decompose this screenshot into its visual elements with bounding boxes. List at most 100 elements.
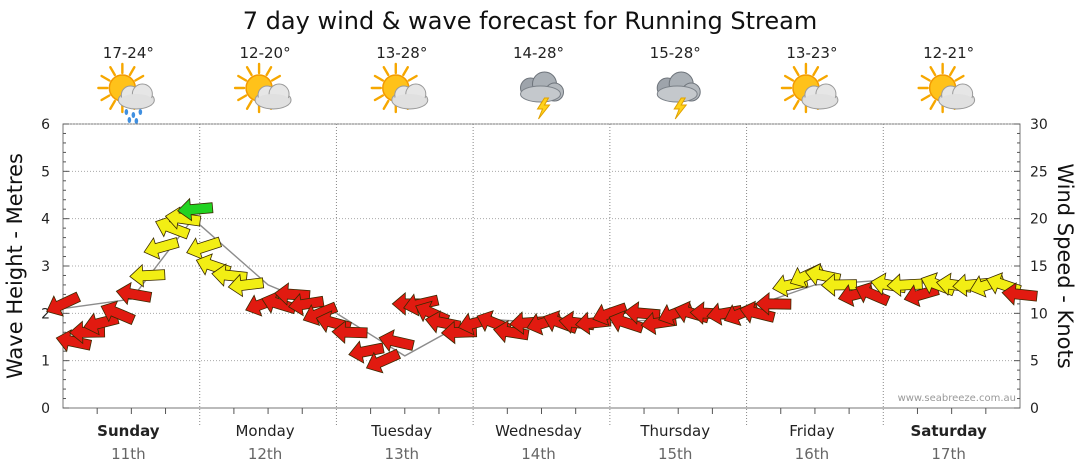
sun-cloud-rain-icon — [97, 62, 155, 124]
sun-ray — [237, 94, 248, 102]
lightning-icon — [536, 97, 551, 120]
day-labels: Sunday 11th Monday 12th Tuesday 13th Wednesday… — [97, 422, 987, 463]
wind-arrow — [164, 206, 202, 230]
rain-drop — [131, 112, 136, 118]
sun-ray — [100, 74, 111, 82]
cloud-icon — [117, 83, 155, 110]
wind-arrow — [1001, 282, 1038, 306]
rain-drop — [127, 117, 132, 123]
day-name-label: Sunday — [97, 422, 160, 440]
sun-ray — [783, 94, 795, 102]
right-axis-ticks: 0 5 10 15 20 25 30 — [1030, 117, 1048, 417]
wind-arrow — [143, 236, 180, 260]
right-axis-label: Wind Speed - Knots — [1053, 163, 1077, 368]
left-tick-label: 2 — [41, 306, 50, 322]
sun-ray — [382, 99, 390, 110]
credit-text: www.seabreeze.com.au — [898, 393, 1016, 404]
sun-ray — [402, 66, 409, 77]
sun-ray — [245, 66, 253, 77]
storm-cloud-icon — [520, 71, 564, 120]
right-tick-label: 15 — [1030, 259, 1048, 275]
sun-ray — [382, 66, 390, 77]
minor-ticks — [63, 123, 1020, 414]
sun-ray — [109, 66, 117, 77]
sun-ray — [948, 66, 956, 77]
wind-speed-series — [46, 197, 1038, 374]
right-tick-label: 5 — [1030, 354, 1039, 370]
wind-arrow — [55, 329, 93, 353]
day-date-label: 15th — [658, 445, 692, 463]
wind-arrow — [855, 281, 891, 307]
day-date-label: 16th — [795, 445, 829, 463]
wind-arrow — [739, 300, 776, 324]
left-tick-label: 1 — [41, 354, 50, 370]
day-date-label: 13th — [385, 445, 419, 463]
left-axis-ticks: 0 1 2 3 4 5 6 — [41, 117, 50, 417]
rain-icon — [124, 109, 143, 124]
day-name-label: Thursday — [639, 422, 710, 440]
sun-ray — [954, 74, 965, 82]
storm-cloud-icon — [656, 71, 701, 120]
wind-arrow — [365, 348, 401, 374]
sun-ray — [373, 94, 384, 102]
right-tick-label: 0 — [1030, 401, 1039, 417]
wind-arrow — [755, 291, 792, 316]
right-tick-label: 25 — [1030, 164, 1048, 180]
temperature-label: 12-20° — [240, 44, 291, 62]
sun-cloud-icon — [370, 62, 429, 114]
cloud-fill — [802, 94, 837, 108]
wind-arrow — [100, 300, 136, 326]
sun-ray — [792, 66, 800, 77]
sun-ray — [100, 94, 111, 102]
sun-cloud-icon — [233, 62, 292, 114]
sun-ray — [783, 74, 795, 82]
sun-ray — [128, 66, 136, 77]
left-tick-label: 4 — [41, 212, 50, 228]
cloud-base — [520, 85, 561, 103]
cloud-base — [656, 85, 698, 103]
cloud-icon — [520, 71, 564, 103]
right-tick-label: 10 — [1030, 306, 1048, 322]
day-date-label: 11th — [111, 445, 145, 463]
sun-ray — [920, 94, 931, 102]
sun-ray — [265, 66, 273, 77]
day-name-label: Tuesday — [370, 422, 432, 440]
day-date-label: 12th — [248, 445, 282, 463]
wind-arrow — [331, 320, 368, 344]
sun-cloud-icon — [780, 62, 839, 114]
sun-ray — [407, 74, 418, 82]
chart-title: 7 day wind & wave forecast for Running S… — [243, 7, 817, 35]
wind-arrow — [46, 291, 82, 317]
right-tick-label: 20 — [1030, 212, 1048, 228]
day-name-label: Monday — [235, 422, 294, 440]
sun-ray — [817, 74, 828, 82]
wind-arrow — [608, 310, 645, 334]
left-tick-label: 6 — [41, 117, 50, 133]
rain-drop — [124, 109, 129, 115]
cloud-fill — [256, 94, 291, 108]
day-name-label: Saturday — [910, 422, 987, 440]
sun-ray — [134, 74, 145, 82]
sun-ray — [109, 99, 117, 110]
sun-ray — [237, 74, 248, 82]
left-tick-label: 0 — [41, 401, 50, 417]
left-tick-label: 5 — [41, 164, 50, 180]
cloud-icon — [391, 83, 429, 110]
temperature-label: 17-24° — [103, 44, 154, 62]
cloud-icon — [656, 71, 701, 103]
left-axis-label: Wave Height - Metres — [3, 153, 27, 379]
temperature-row: 17-24° 12-20° 13-28° 14-28° 15-28° 13-23° 12-2… — [103, 44, 974, 62]
wind-arrow — [493, 319, 530, 344]
rain-drop — [138, 109, 143, 115]
wind-arrow — [348, 340, 385, 364]
wind-arrow — [302, 301, 339, 327]
wind-arrow — [288, 292, 325, 317]
sun-ray — [373, 74, 384, 82]
day-date-label: 17th — [931, 445, 965, 463]
wind-arrow — [378, 329, 415, 353]
wind-arrow — [886, 273, 923, 297]
cloud-icon — [938, 83, 976, 110]
wind-arrow — [186, 236, 223, 260]
